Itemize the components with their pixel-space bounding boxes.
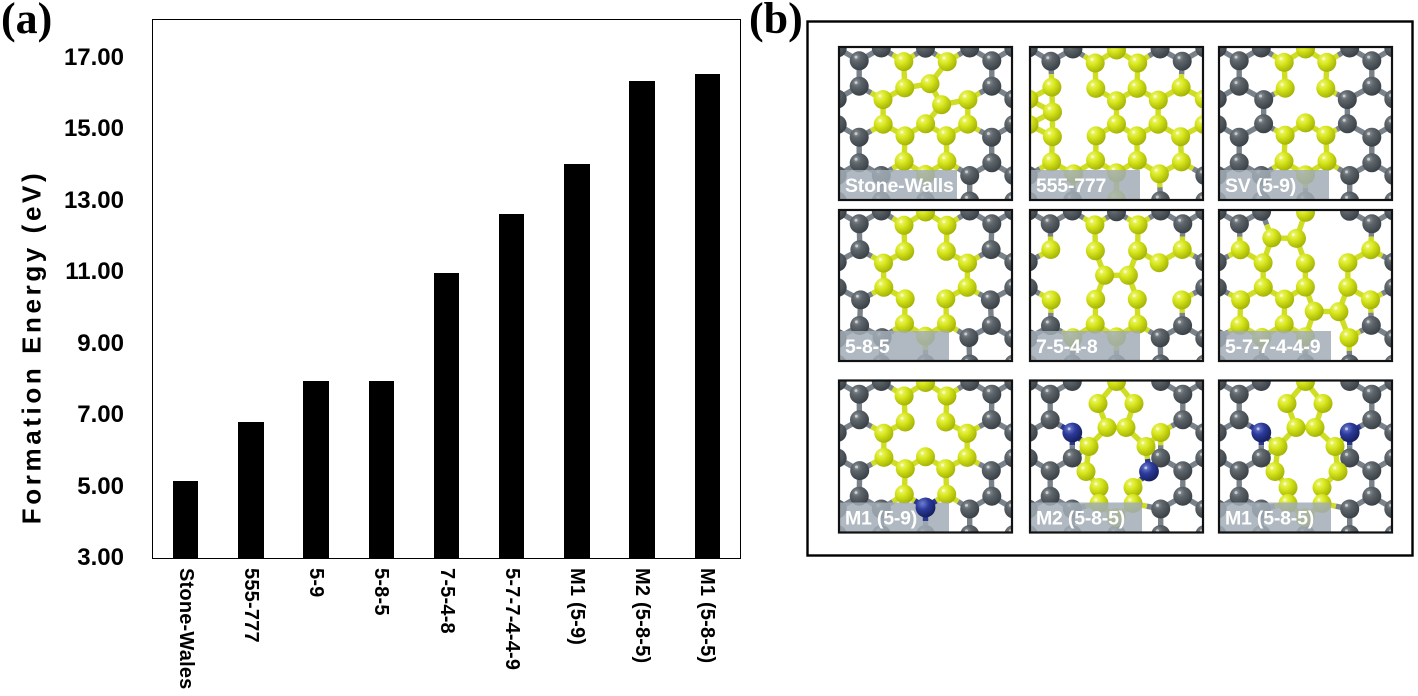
- svg-text:5-8-5: 5-8-5: [845, 336, 890, 358]
- svg-text:M2 (5-8-5): M2 (5-8-5): [1036, 508, 1125, 530]
- svg-text:SV (5-9): SV (5-9): [1225, 175, 1296, 197]
- svg-text:Stone-Walls: Stone-Walls: [845, 175, 954, 197]
- svg-text:555-777: 555-777: [1036, 175, 1106, 197]
- svg-text:5-7-7-4-4-9: 5-7-7-4-4-9: [1225, 336, 1321, 358]
- svg-text:7-5-4-8: 7-5-4-8: [1036, 336, 1098, 358]
- svg-text:M1 (5-9): M1 (5-9): [845, 508, 917, 530]
- svg-text:M1 (5-8-5): M1 (5-8-5): [1225, 508, 1314, 530]
